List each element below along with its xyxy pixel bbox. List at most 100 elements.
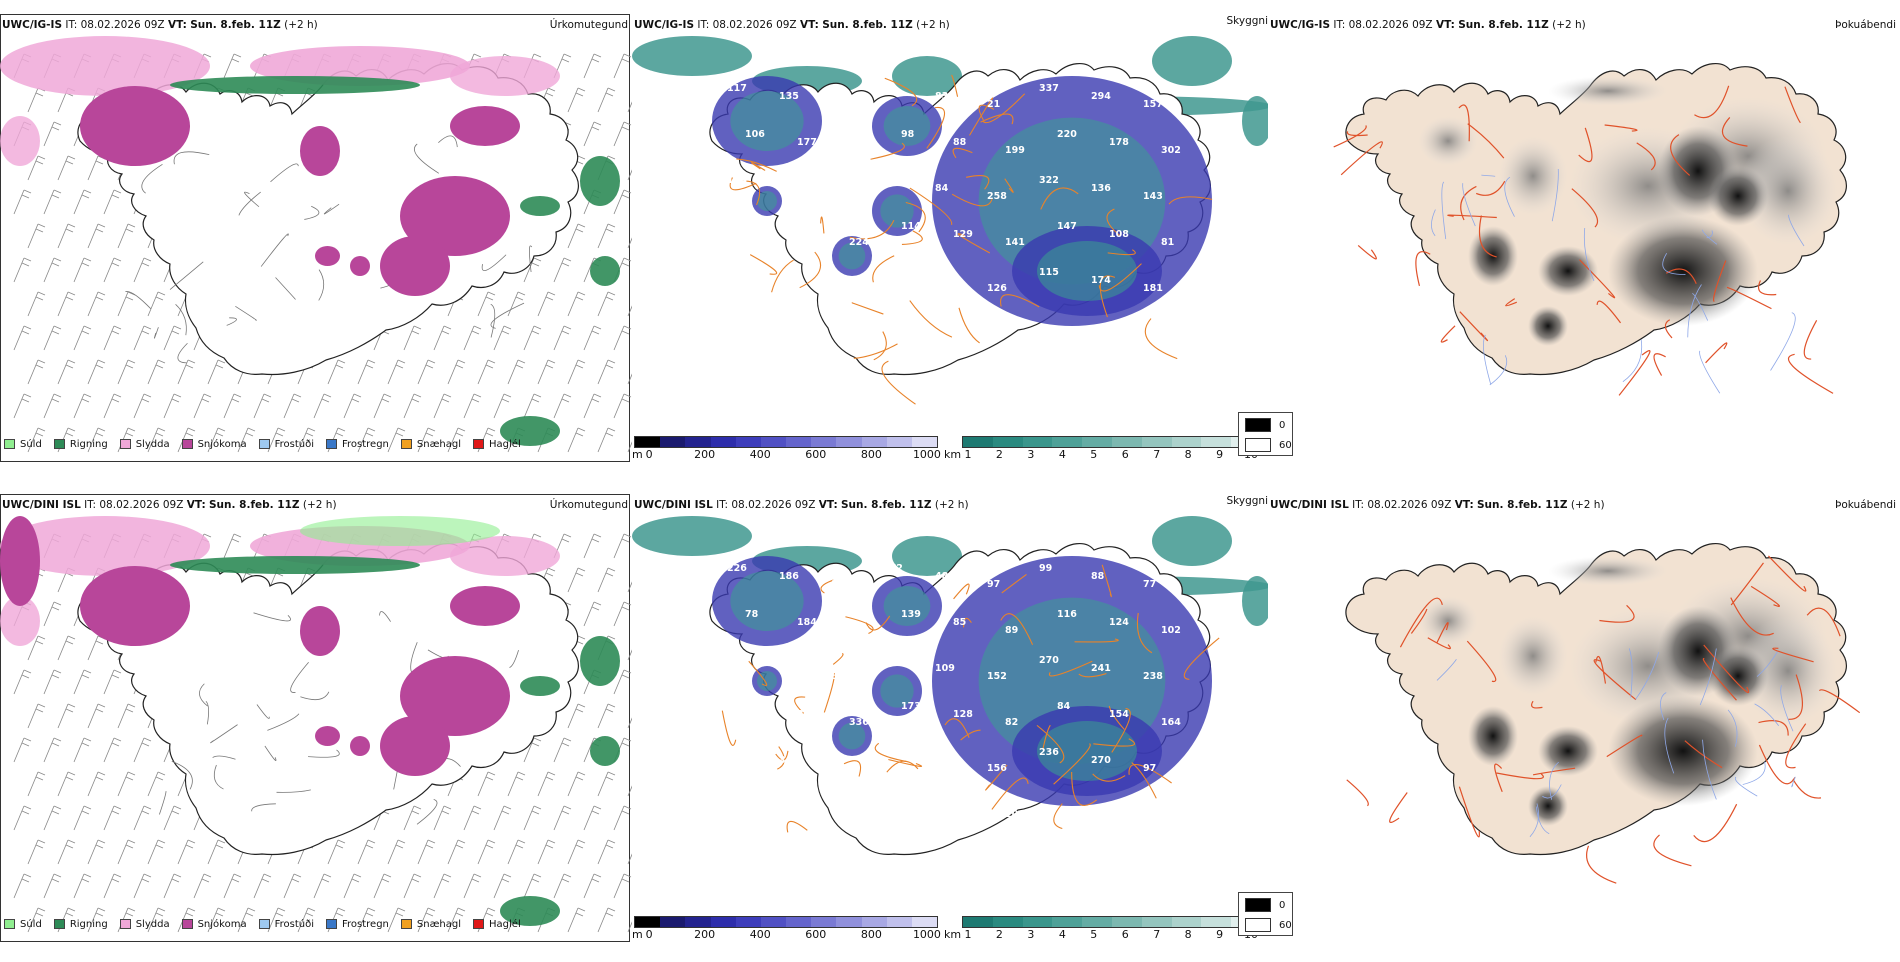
colorbar-tick-label: 600 xyxy=(805,928,827,941)
wind-barb xyxy=(567,771,586,797)
wind-barb xyxy=(87,359,106,385)
legend-swatch xyxy=(1245,418,1271,432)
river-segment xyxy=(1664,717,1675,774)
ceiling-value-label: 107 xyxy=(883,655,903,666)
river-network xyxy=(1436,648,1796,838)
wind-barb xyxy=(73,737,92,763)
wind-barb xyxy=(73,257,92,283)
road-segment xyxy=(1440,325,1456,343)
precip-legend-item: Snæhagl xyxy=(400,919,461,930)
wind-barb xyxy=(627,101,632,113)
panel-title: Úrkomutegund xyxy=(549,19,628,31)
precip-legend-item: Snjókoma xyxy=(181,439,247,450)
ceiling-value-label: 154 xyxy=(1109,709,1129,720)
road-segment xyxy=(775,750,789,761)
road-segment xyxy=(1074,638,1119,643)
wind-barb xyxy=(13,737,32,763)
road-segment xyxy=(210,724,238,744)
precip-legend-item: Rigning xyxy=(53,919,108,930)
wind-barb xyxy=(583,873,602,899)
road-segment xyxy=(873,331,887,361)
road-segment xyxy=(1340,141,1383,176)
wind-barb xyxy=(57,703,76,729)
ceiling-value-label: 148 xyxy=(849,625,869,636)
road-segment xyxy=(1436,622,1449,643)
road-segment xyxy=(845,616,874,634)
it-value: 08.02.2026 09Z xyxy=(80,19,165,31)
precip-area xyxy=(450,56,560,96)
legend-label: Frostregn xyxy=(342,918,389,930)
wind-barb xyxy=(567,703,586,729)
river-segment xyxy=(1791,776,1796,788)
road-segment xyxy=(980,113,1014,125)
wind-barb xyxy=(223,53,242,79)
road-network xyxy=(729,74,1213,405)
road-segment xyxy=(901,230,923,245)
ceiling-value-label: 270 xyxy=(1091,755,1111,766)
river-segment xyxy=(1436,659,1457,681)
ceiling-value-label: 99 xyxy=(1039,563,1052,574)
wind-barb xyxy=(133,393,152,419)
road-segment xyxy=(1505,298,1518,307)
road-segment xyxy=(786,820,808,833)
river-segment xyxy=(1489,355,1508,386)
colorbar-segment xyxy=(1022,437,1053,447)
road-segment xyxy=(926,106,946,149)
wind-barb xyxy=(313,873,332,899)
road-segment xyxy=(751,162,766,171)
colorbar-segment xyxy=(1201,917,1232,927)
wind-barb xyxy=(433,805,452,831)
ceiling-value-label: 116 xyxy=(1057,609,1077,620)
legend-swatch xyxy=(1245,898,1271,912)
wind-barb xyxy=(493,873,512,899)
wind-barb xyxy=(613,805,632,831)
fog-shading xyxy=(1418,556,1838,826)
wind-barb xyxy=(597,703,616,729)
it-label: IT: xyxy=(84,499,97,511)
precip-legend-item: Snjókoma xyxy=(181,919,247,930)
colorbar-tick-label: 1 xyxy=(964,448,972,461)
road-segment xyxy=(865,615,891,631)
wind-barb xyxy=(433,873,452,899)
ceiling-value-label: 102 xyxy=(1161,625,1181,636)
road-segment xyxy=(1136,612,1153,654)
wind-barb xyxy=(43,669,62,695)
legend-label: Frostregn xyxy=(342,438,389,450)
road-segment xyxy=(832,653,844,665)
road-segment xyxy=(1346,779,1369,807)
road-segment xyxy=(177,342,188,364)
legend-swatch xyxy=(258,919,270,929)
colorbar-tick-label: 2 xyxy=(995,928,1003,941)
colorbar-segment xyxy=(1052,437,1083,447)
colorbar-tick-label: 3 xyxy=(1027,928,1035,941)
panel-title: Skyggni xyxy=(1226,15,1269,27)
wind-barb xyxy=(433,325,452,351)
road-segment xyxy=(944,718,970,738)
wind-barb xyxy=(133,737,152,763)
vt-value: Sun. 8.feb. 11Z xyxy=(1477,499,1568,511)
fog-legend-item: 60 xyxy=(1245,438,1292,452)
wind-barb xyxy=(523,805,542,831)
wind-barb xyxy=(237,427,256,453)
road-segment xyxy=(253,612,291,622)
ceiling-value-label: 194 xyxy=(727,175,747,186)
wind-barb xyxy=(147,771,166,797)
ceiling-value-label: 147 xyxy=(1057,221,1077,232)
road-segment xyxy=(1792,778,1822,799)
fog-indicator-panel: UWC/IG-IS IT: 08.02.2026 09Z VT: Sun. 8.… xyxy=(1238,12,1900,482)
ceiling-value-label: 81 xyxy=(1161,237,1174,248)
colorbar-tick-label: 6 xyxy=(1121,448,1129,461)
precip-legend-item: Frostúði xyxy=(258,439,314,450)
road-segment xyxy=(965,175,990,190)
it-value: 08.02.2026 09Z xyxy=(1348,19,1433,31)
vt-value: Sun. 8.feb. 11Z xyxy=(841,499,932,511)
colorbar-segment xyxy=(836,917,862,927)
fog-shade xyxy=(1708,646,1768,706)
legend-label: Slydda xyxy=(135,918,170,930)
wind-barb xyxy=(613,53,632,79)
fog-shade xyxy=(1738,136,1838,246)
wind-barb xyxy=(403,873,422,899)
ceiling-value-label: 115 xyxy=(1039,267,1059,278)
road-segment xyxy=(820,216,825,234)
wind-barb xyxy=(27,635,46,661)
